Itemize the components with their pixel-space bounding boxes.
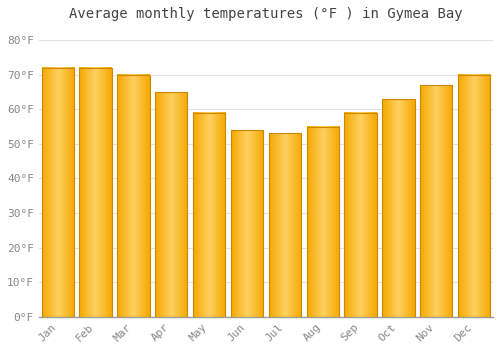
Title: Average monthly temperatures (°F ) in Gymea Bay: Average monthly temperatures (°F ) in Gy… [69,7,462,21]
Bar [42,68,74,317]
Bar [306,127,339,317]
Bar [420,85,452,317]
Bar [118,75,150,317]
Bar [344,113,376,317]
Bar [80,68,112,317]
Bar [231,130,263,317]
Bar [193,113,225,317]
Bar [269,133,301,317]
Bar [155,92,188,317]
Bar [382,99,414,317]
Bar [458,75,490,317]
